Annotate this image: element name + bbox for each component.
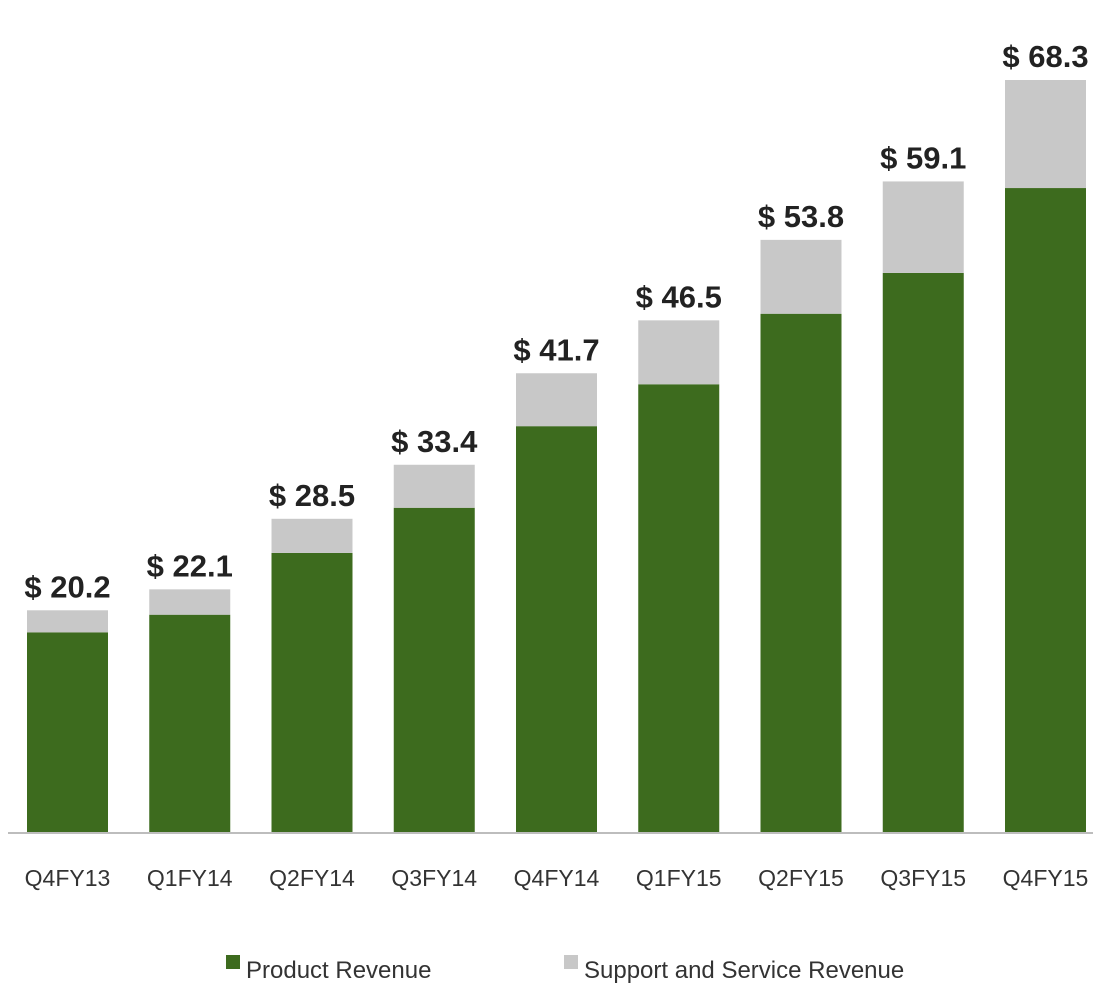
legend-swatch-product-revenue (226, 955, 240, 969)
total-label-q2fy15: $ 53.8 (758, 199, 844, 234)
bar-support-and-service-revenue-q4fy14 (516, 373, 597, 427)
total-label-q1fy14: $ 22.1 (147, 548, 233, 583)
legend-label-product-revenue: Product Revenue (246, 957, 431, 984)
bar-support-and-service-revenue-q3fy14 (393, 464, 475, 508)
total-label-q3fy15: $ 59.1 (880, 140, 966, 175)
total-labels-group: $ 20.2 $ 22.1 $ 28.5 $ 33.4 $ 41.7 $ 46.5 $ 53… (24, 39, 1088, 604)
bar-product-revenue-q3fy14 (393, 507, 475, 833)
bar-product-revenue-q4fy14 (516, 426, 597, 833)
legend-swatch-support-service-revenue (564, 955, 578, 969)
bar-support-and-service-revenue-q4fy15 (1005, 80, 1086, 189)
total-label-q3fy14: $ 33.4 (391, 424, 478, 459)
bar-product-revenue-q3fy15 (882, 272, 964, 834)
bar-support-and-service-revenue-q3fy15 (882, 181, 964, 273)
x-tick-label-q3fy14: Q3FY14 (391, 865, 477, 891)
x-tick-label-q2fy15: Q2FY15 (758, 865, 844, 891)
bar-support-and-service-revenue-q2fy14 (271, 518, 353, 553)
x-tick-label-q1fy14: Q1FY14 (147, 865, 233, 891)
legend-label-support-service-revenue: Support and Service Revenue (584, 957, 904, 984)
bar-support-and-service-revenue-q1fy15 (638, 320, 720, 385)
bar-support-and-service-revenue-q1fy14 (149, 589, 231, 615)
bar-product-revenue-q1fy15 (638, 384, 720, 833)
x-tick-label-q3fy15: Q3FY15 (880, 865, 966, 891)
total-label-q2fy14: $ 28.5 (269, 478, 355, 513)
x-tick-label-q4fy14: Q4FY14 (514, 865, 600, 891)
bar-product-revenue-q2fy14 (271, 552, 353, 833)
bar-product-revenue-q4fy15 (1005, 188, 1086, 833)
bar-product-revenue-q4fy13 (27, 632, 108, 833)
x-tick-label-q4fy13: Q4FY13 (25, 865, 111, 891)
x-tick-label-q1fy15: Q1FY15 (636, 865, 722, 891)
x-tick-label-q2fy14: Q2FY14 (269, 865, 355, 891)
bar-product-revenue-q2fy15 (760, 313, 842, 833)
total-label-q4fy14: $ 41.7 (513, 332, 599, 367)
bar-product-revenue-q1fy14 (149, 614, 231, 833)
bar-support-and-service-revenue-q2fy15 (760, 239, 842, 314)
total-label-q4fy15: $ 68.3 (1002, 39, 1088, 74)
x-tick-label-q4fy15: Q4FY15 (1003, 865, 1089, 891)
total-label-q4fy13: $ 20.2 (24, 569, 110, 604)
x-tick-labels-group: Q4FY13 Q1FY14 Q2FY14 Q3FY14 Q4FY14 Q1FY15 Q2FY… (25, 865, 1089, 891)
legend: Product Revenue Support and Service Reve… (226, 955, 904, 984)
total-label-q1fy15: $ 46.5 (636, 279, 722, 314)
bar-support-and-service-revenue-q4fy13 (27, 610, 108, 633)
bars-group (27, 80, 1086, 834)
